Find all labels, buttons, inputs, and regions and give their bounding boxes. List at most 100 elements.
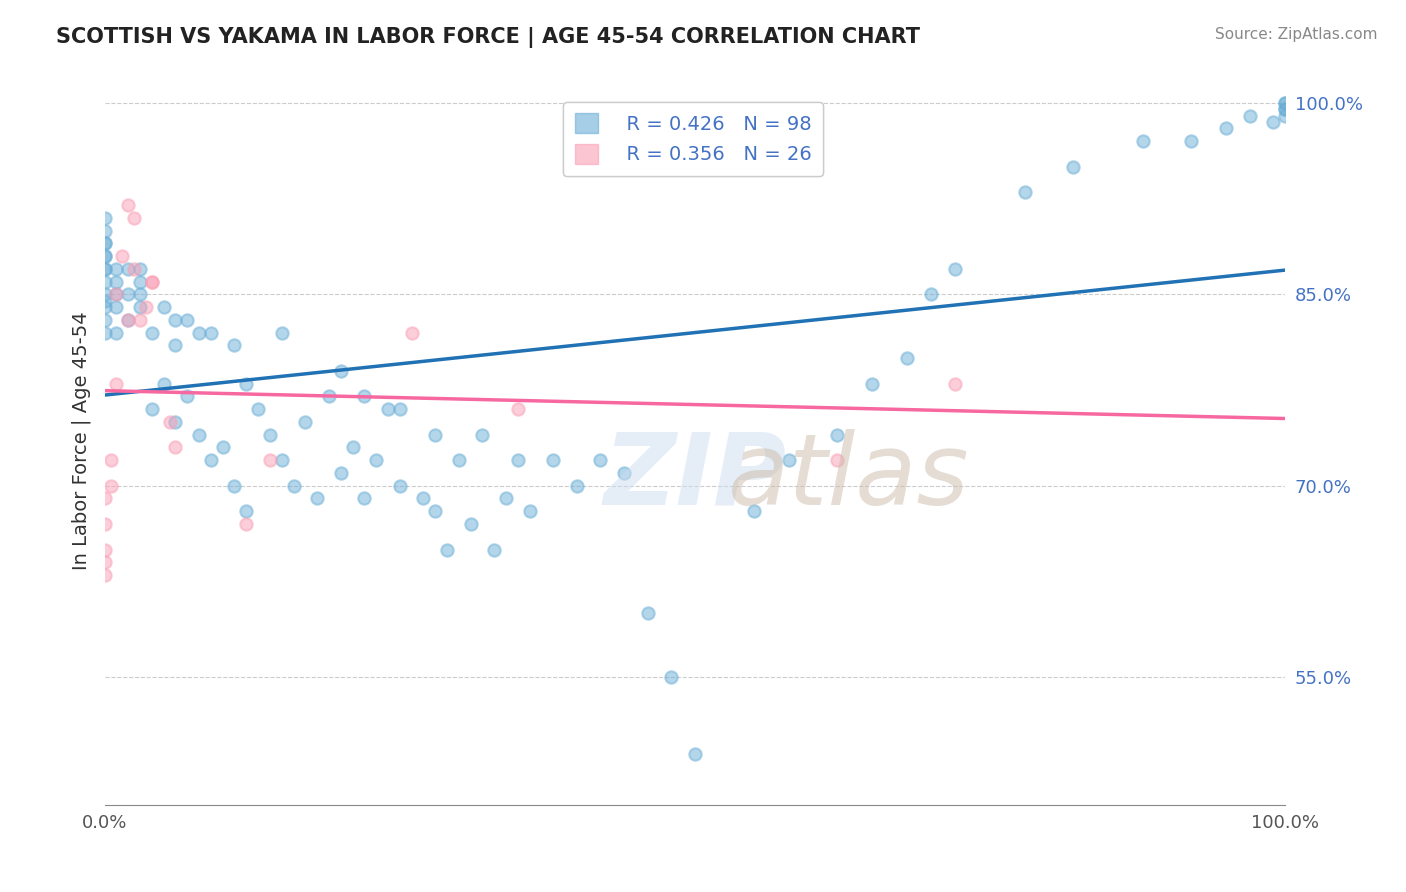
Point (93, 516, 115, 531)
Point (200, 326, 222, 340)
Point (1274, 95, 1296, 110)
Point (366, 453, 388, 467)
Y-axis label: In Labor Force | Age 45-54: In Labor Force | Age 45-54 (72, 311, 91, 570)
Point (93, 223, 115, 237)
Point (613, 466, 636, 480)
Point (589, 453, 612, 467)
Point (93, 542, 115, 557)
Point (100, 479, 122, 493)
Point (943, 261, 966, 276)
Point (388, 479, 411, 493)
Point (377, 402, 399, 417)
Point (860, 376, 883, 391)
Point (412, 491, 434, 506)
Point (1062, 160, 1084, 174)
Point (141, 275, 163, 289)
Point (329, 364, 352, 378)
Point (235, 376, 257, 391)
Point (93, 568, 115, 582)
Point (129, 313, 152, 327)
Point (1239, 109, 1261, 123)
Point (117, 313, 139, 327)
Point (1263, 115, 1285, 129)
Point (565, 479, 588, 493)
Point (93, 236, 115, 251)
Point (141, 326, 163, 340)
Point (122, 211, 145, 225)
Point (259, 453, 281, 467)
Point (111, 249, 134, 263)
Point (129, 300, 152, 314)
Point (388, 402, 411, 417)
Point (100, 453, 122, 467)
Point (318, 389, 340, 403)
Point (247, 402, 270, 417)
Point (436, 542, 458, 557)
Point (129, 275, 152, 289)
Point (93, 555, 115, 569)
Point (93, 287, 115, 301)
Point (637, 607, 659, 621)
Point (93, 261, 115, 276)
Point (152, 376, 174, 391)
Point (1274, 103, 1296, 117)
Point (93, 261, 115, 276)
Point (93, 491, 115, 506)
Point (447, 453, 470, 467)
Text: SCOTTISH VS YAKAMA IN LABOR FORCE | AGE 45-54 CORRELATION CHART: SCOTTISH VS YAKAMA IN LABOR FORCE | AGE … (56, 27, 921, 48)
Point (129, 287, 152, 301)
Point (105, 326, 128, 340)
Point (176, 313, 198, 327)
Point (294, 415, 316, 429)
Point (1274, 95, 1296, 110)
Point (896, 351, 918, 365)
Point (159, 415, 181, 429)
Point (93, 326, 115, 340)
Point (165, 313, 187, 327)
Point (122, 261, 145, 276)
Point (93, 300, 115, 314)
Point (471, 427, 494, 442)
Point (224, 479, 246, 493)
Point (742, 504, 765, 518)
Point (117, 261, 139, 276)
Point (93, 211, 115, 225)
Point (93, 275, 115, 289)
Point (235, 504, 257, 518)
Point (152, 300, 174, 314)
Point (1215, 121, 1237, 136)
Point (105, 275, 128, 289)
Point (165, 338, 187, 352)
Point (353, 389, 375, 403)
Point (259, 427, 281, 442)
Point (683, 747, 706, 761)
Point (425, 427, 447, 442)
Point (93, 249, 115, 263)
Point (105, 261, 128, 276)
Text: atlas: atlas (727, 429, 969, 526)
Point (778, 453, 800, 467)
Point (1180, 134, 1202, 148)
Point (825, 453, 848, 467)
Point (1132, 134, 1154, 148)
Point (165, 415, 187, 429)
Point (1274, 103, 1296, 117)
Point (460, 516, 482, 531)
Point (105, 376, 128, 391)
Point (93, 236, 115, 251)
Point (188, 427, 211, 442)
Point (117, 287, 139, 301)
Legend:   R = 0.426   N = 98,   R = 0.356   N = 26: R = 0.426 N = 98, R = 0.356 N = 26 (562, 102, 823, 176)
Point (105, 300, 128, 314)
Point (825, 427, 848, 442)
Point (224, 338, 246, 352)
Point (117, 313, 139, 327)
Point (129, 261, 152, 276)
Point (141, 275, 163, 289)
Point (307, 491, 329, 506)
Point (105, 287, 128, 301)
Point (541, 453, 564, 467)
Point (1014, 186, 1036, 200)
Point (425, 504, 447, 518)
Point (342, 441, 364, 455)
